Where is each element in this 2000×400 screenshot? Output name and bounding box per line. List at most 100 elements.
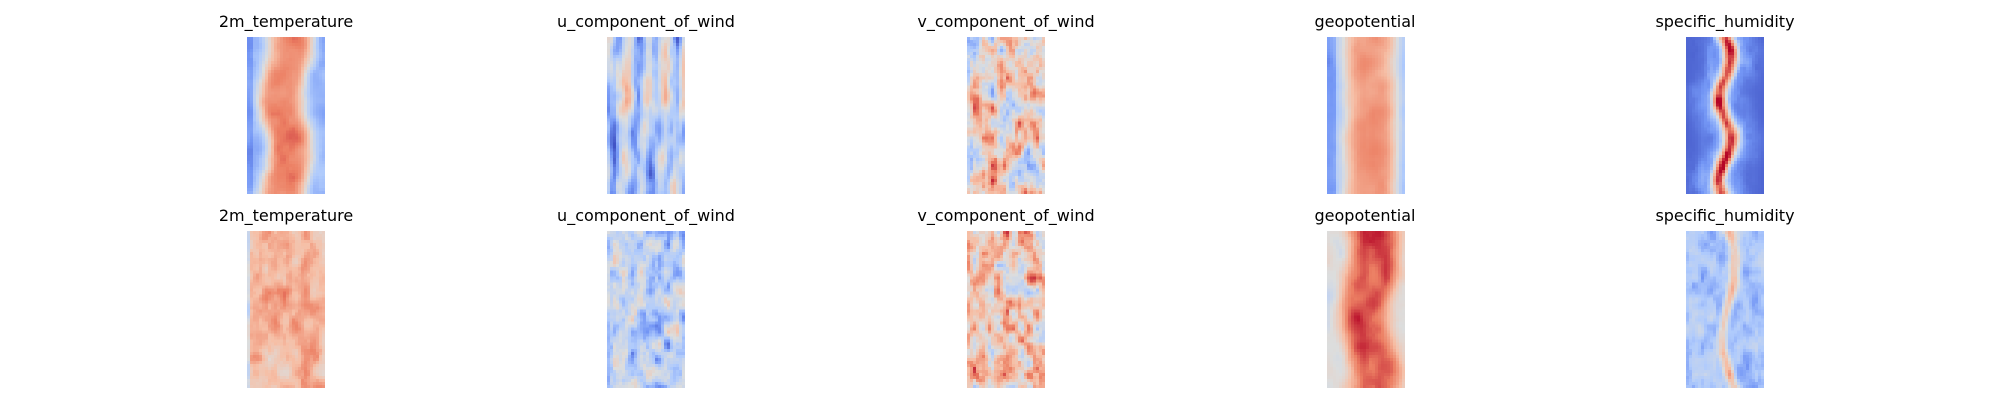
heatmap-cell <box>619 49 623 53</box>
heatmap-cell <box>316 61 320 65</box>
heatmap-cell <box>679 76 683 80</box>
heatmap-cell <box>1366 46 1370 50</box>
heatmap-cell <box>628 157 632 161</box>
heatmap-cell <box>1357 49 1361 53</box>
heatmap-cell <box>1018 154 1022 158</box>
heatmap-cell <box>646 106 650 110</box>
heatmap-cell <box>628 103 632 107</box>
heatmap-cell <box>265 145 269 149</box>
heatmap-cell <box>274 118 278 122</box>
heatmap-cell <box>988 91 992 95</box>
heatmap-cell <box>1030 82 1034 86</box>
heatmap-cell <box>982 145 986 149</box>
heatmap-cell <box>1009 190 1013 194</box>
heatmap-cell <box>286 43 290 47</box>
heatmap-cell <box>250 55 254 59</box>
heatmap-cell <box>1381 115 1385 119</box>
heatmap-cell <box>1387 37 1391 41</box>
heatmap-cell <box>631 37 635 41</box>
heatmap-cell <box>268 52 272 56</box>
heatmap-cell <box>973 85 977 89</box>
heatmap-cell <box>316 124 320 128</box>
heatmap-cell <box>310 85 314 89</box>
heatmap-cell <box>610 175 614 180</box>
heatmap-cell <box>1024 97 1028 101</box>
heatmap-cell <box>1339 55 1343 59</box>
heatmap-cell <box>1372 100 1376 104</box>
heatmap-cell <box>640 151 644 155</box>
heatmap-cell <box>652 79 656 83</box>
heatmap-cell <box>970 184 974 189</box>
heatmap-cell <box>247 103 251 107</box>
heatmap-cell <box>1027 172 1031 177</box>
heatmap-cell <box>979 82 983 86</box>
heatmap-cell <box>283 115 287 119</box>
heatmap-cell <box>1042 70 1045 74</box>
heatmap-cell <box>997 112 1001 116</box>
heatmap-cell <box>670 91 674 95</box>
heatmap-cell <box>292 124 296 128</box>
heatmap-cell <box>1012 160 1016 164</box>
heatmap-cell <box>973 145 977 149</box>
heatmap-cell <box>673 121 677 125</box>
heatmap-cell <box>1018 109 1022 113</box>
heatmap-cell <box>628 82 632 86</box>
heatmap-cell <box>316 76 320 80</box>
heatmap-cell <box>619 109 623 113</box>
heatmap-cell <box>640 67 644 71</box>
heatmap-cell <box>967 100 971 104</box>
heatmap-cell <box>1357 127 1361 131</box>
heatmap-cell <box>991 106 995 110</box>
heatmap-cell <box>661 91 665 95</box>
heatmap-cell <box>679 166 683 170</box>
heatmap-cell <box>283 46 287 50</box>
heatmap-cell <box>1330 82 1334 86</box>
heatmap-cell <box>664 76 668 80</box>
heatmap-cell <box>1039 160 1043 164</box>
heatmap-cell <box>1390 100 1394 104</box>
heatmap-cell <box>670 79 674 83</box>
heatmap-cell <box>1387 118 1391 122</box>
heatmap-cell <box>268 172 272 177</box>
heatmap-cell <box>1018 130 1022 134</box>
heatmap-cell <box>631 103 635 107</box>
heatmap-cell <box>607 127 611 131</box>
heatmap-cell <box>1039 97 1043 101</box>
heatmap-cell <box>649 109 653 113</box>
heatmap-cell <box>631 49 635 53</box>
heatmap-cell <box>1000 40 1004 44</box>
heatmap-cell <box>982 46 986 50</box>
heatmap-cell <box>658 82 662 86</box>
heatmap-cell <box>619 163 623 167</box>
heatmap-cell <box>307 130 311 134</box>
heatmap-cell <box>322 106 325 110</box>
heatmap-cell <box>1396 127 1400 131</box>
heatmap-cell <box>973 64 977 68</box>
heatmap-cell <box>997 142 1001 146</box>
heatmap-cell <box>1390 127 1394 131</box>
heatmap-cell <box>316 82 320 86</box>
heatmap-cell <box>283 58 287 62</box>
heatmap-cell <box>985 121 989 125</box>
heatmap-cell <box>1339 88 1343 92</box>
heatmap-cell <box>1345 76 1349 80</box>
heatmap-cell <box>1327 70 1331 74</box>
heatmap-cell <box>1354 58 1358 62</box>
panel-title-geopotential: geopotential <box>1314 12 1416 31</box>
heatmap-cell <box>1399 85 1403 89</box>
heatmap-cell <box>262 43 266 47</box>
heatmap-cell <box>310 73 314 77</box>
heatmap-cell <box>1015 67 1019 71</box>
heatmap-cell <box>1036 70 1040 74</box>
heatmap-cell <box>277 127 281 131</box>
heatmap-cell <box>979 73 983 77</box>
heatmap-cell <box>1009 91 1013 95</box>
heatmap-cell <box>1393 46 1397 50</box>
heatmap-cell <box>1033 175 1037 180</box>
heatmap-cell <box>292 58 296 62</box>
heatmap-cell <box>661 49 665 53</box>
heatmap-cell <box>643 49 647 53</box>
heatmap-cell <box>304 118 308 122</box>
heatmap-cell <box>676 94 680 98</box>
heatmap-cell <box>613 58 617 62</box>
